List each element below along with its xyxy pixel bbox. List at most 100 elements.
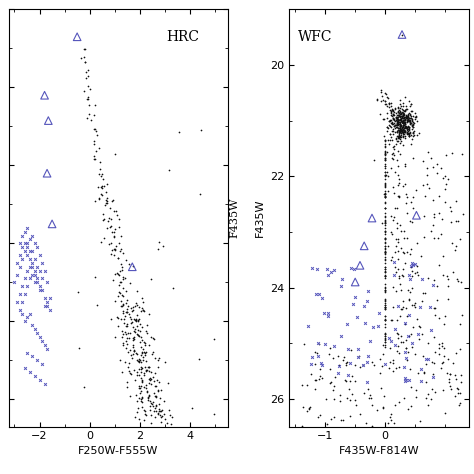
Point [394,116,401,124]
Point [382,163,389,170]
Point [397,227,404,235]
Point [384,243,392,250]
Point [387,102,394,109]
Point [382,295,389,303]
Point [119,300,127,308]
Point [391,104,399,112]
Point [356,410,364,418]
Point [382,205,389,212]
Point [399,297,407,304]
Point [409,107,416,114]
Point [401,116,409,123]
Point [401,319,409,327]
Point [454,389,462,397]
Point [111,251,118,259]
Point [28,247,36,255]
Point [429,196,437,203]
Point [406,118,414,126]
Point [121,274,128,282]
Point [137,374,145,382]
Point [382,136,389,144]
Point [346,397,354,404]
Point [84,95,91,102]
Point [398,127,405,134]
Point [135,358,142,365]
Point [412,186,419,194]
Point [411,109,419,117]
Point [442,409,449,417]
Point [123,344,130,351]
Point [382,323,389,331]
Point [155,408,163,415]
Point [442,151,450,159]
Point [23,314,31,321]
Point [390,117,398,124]
Point [404,193,411,201]
Point [84,93,92,101]
Point [393,123,401,130]
Point [399,338,407,346]
Point [150,398,157,406]
Point [122,337,130,345]
Point [406,119,414,127]
Point [96,158,103,165]
Point [427,326,435,333]
Point [115,314,122,322]
Point [133,301,141,309]
Point [404,125,411,133]
Point [403,117,410,124]
Point [382,182,389,190]
Point [28,321,36,329]
Point [124,296,131,304]
Point [352,401,360,409]
Point [81,59,89,66]
Point [387,337,395,345]
Point [401,119,408,127]
Point [373,96,381,104]
Point [83,114,91,122]
Point [382,191,389,198]
Point [324,312,332,319]
Point [342,361,349,368]
Point [99,182,106,190]
Point [382,230,389,238]
Point [409,155,417,162]
Point [399,111,407,118]
Point [445,375,453,383]
Point [384,94,392,102]
Point [382,268,389,276]
Point [440,320,448,328]
Point [322,340,329,348]
Point [402,102,410,110]
Point [147,375,155,383]
Point [139,356,147,364]
Point [429,281,437,289]
Point [393,111,401,118]
Point [156,411,164,419]
Point [135,303,143,310]
Point [382,236,389,243]
Point [398,137,405,145]
Point [165,166,173,174]
Point [41,294,48,302]
Point [393,117,401,124]
Point [399,119,406,127]
Point [382,251,389,258]
Point [129,307,137,314]
Point [382,221,389,229]
Point [439,174,447,182]
Point [398,108,406,116]
Point [299,403,306,411]
Point [408,284,416,292]
Point [402,111,410,119]
Point [390,149,397,157]
Point [379,115,387,123]
Point [416,417,424,425]
Point [158,412,165,420]
Point [328,268,335,275]
Point [103,180,110,188]
Point [36,267,43,274]
Point [422,356,430,363]
Point [135,382,143,390]
Point [36,286,43,294]
